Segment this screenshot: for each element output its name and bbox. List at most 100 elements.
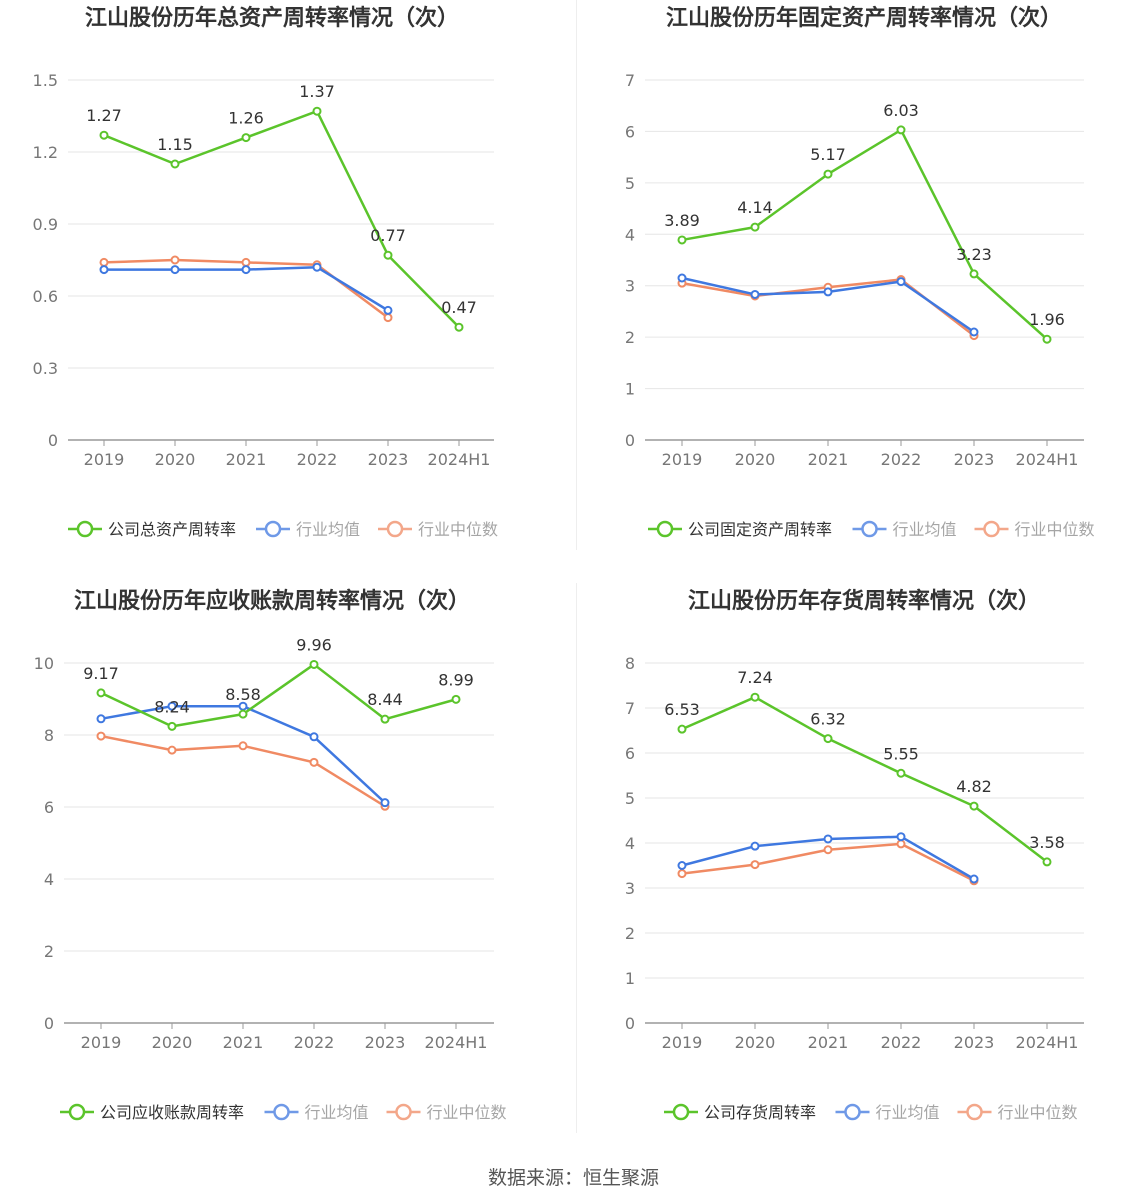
data-point-0 bbox=[1042, 857, 1052, 867]
x-tick-label: 2022 bbox=[881, 450, 922, 469]
data-point-2 bbox=[677, 869, 687, 879]
data-point-1 bbox=[823, 834, 833, 844]
data-point-2 bbox=[383, 313, 393, 323]
data-point-0 bbox=[383, 250, 393, 260]
y-tick-label: 0.6 bbox=[33, 287, 58, 306]
x-tick-label: 2023 bbox=[368, 450, 409, 469]
data-point-0 bbox=[170, 159, 180, 169]
legend-label: 公司总资产周转率 bbox=[108, 520, 236, 539]
y-tick-label: 8 bbox=[44, 726, 54, 745]
data-point-0 bbox=[309, 659, 319, 669]
y-tick-label: 1 bbox=[625, 380, 635, 399]
x-tick-label: 2020 bbox=[735, 1033, 776, 1052]
legend-marker bbox=[68, 1103, 86, 1121]
data-point-0 bbox=[969, 801, 979, 811]
legend-label: 行业中位数 bbox=[427, 1103, 507, 1122]
chart-inventory-turnover: 江山股份历年存货周转率情况（次） 0 1 2 3 4 5 6 7 8 2019 2020 2021 202… bbox=[578, 583, 1147, 1166]
legend-label: 行业中位数 bbox=[418, 520, 498, 539]
legend-marker bbox=[861, 520, 878, 538]
chart-title: 江山股份历年应收账款周转率情况（次） bbox=[74, 588, 470, 614]
data-point-1 bbox=[170, 265, 180, 275]
chart-1-svg: 江山股份历年固定资产周转率情况（次） 0 1 2 3 4 5 6 7 2019 2020 2021 20… bbox=[625, 5, 1095, 539]
data-point-0 bbox=[750, 222, 760, 232]
y-tick-label: 4 bbox=[44, 870, 54, 889]
legend-label: 行业均值 bbox=[305, 1103, 369, 1122]
y-tick-label: 1 bbox=[625, 969, 635, 988]
data-label: 9.96 bbox=[296, 635, 332, 654]
legend-marker bbox=[273, 1103, 290, 1121]
y-tick-label: 2 bbox=[625, 328, 635, 347]
x-tick-label: 2019 bbox=[84, 450, 125, 469]
data-point-1 bbox=[99, 265, 109, 275]
data-label: 9.17 bbox=[83, 664, 119, 683]
data-label: 1.26 bbox=[228, 109, 264, 128]
data-label: 5.17 bbox=[810, 145, 846, 164]
y-tick-label: 1.5 bbox=[33, 71, 58, 90]
y-tick-label: 4 bbox=[625, 834, 635, 853]
data-point-1 bbox=[241, 265, 251, 275]
legend-marker bbox=[672, 1103, 690, 1121]
data-label: 3.23 bbox=[956, 245, 992, 264]
data-point-1 bbox=[96, 714, 106, 724]
data-point-0 bbox=[380, 714, 390, 724]
chart-total-asset-turnover: 江山股份历年总资产周转率情况（次） 0 0.3 0.6 0.9 1.2 1.5 2019 202… bbox=[0, 0, 573, 583]
x-tick-label: 2020 bbox=[735, 450, 776, 469]
y-tick-label: 6 bbox=[44, 798, 54, 817]
data-label: 3.89 bbox=[664, 211, 700, 230]
legend-marker bbox=[264, 520, 282, 538]
data-point-0 bbox=[1042, 334, 1052, 344]
data-point-0 bbox=[167, 721, 177, 731]
legend-marker bbox=[966, 1103, 983, 1121]
data-label: 8.24 bbox=[154, 697, 190, 716]
data-point-1 bbox=[167, 701, 177, 711]
data-label: 7.24 bbox=[737, 668, 773, 687]
y-tick-label: 0.9 bbox=[33, 215, 58, 234]
series-line-0 bbox=[681, 695, 1048, 863]
legend-marker bbox=[395, 1103, 412, 1121]
data-label: 8.44 bbox=[367, 690, 403, 709]
data-label: 8.99 bbox=[438, 670, 474, 689]
data-point-1 bbox=[380, 798, 390, 808]
legend-item-1: 行业均值 bbox=[256, 520, 360, 539]
data-point-0 bbox=[823, 734, 833, 744]
data-point-0 bbox=[99, 130, 109, 140]
chart-receivables-turnover: 江山股份历年应收账款周转率情况（次） 0 2 4 6 8 10 2019 2020 2021 202… bbox=[0, 583, 573, 1166]
legend-item-0: 公司总资产周转率 bbox=[68, 520, 236, 539]
x-tick-label: 2024H1 bbox=[428, 450, 491, 469]
chart-2-svg: 江山股份历年应收账款周转率情况（次） 0 2 4 6 8 10 2019 2020 2021 202… bbox=[34, 588, 507, 1122]
chart-title: 江山股份历年总资产周转率情况（次） bbox=[85, 5, 459, 31]
legend-marker bbox=[76, 520, 94, 538]
x-tick-label: 2024H1 bbox=[1016, 1033, 1079, 1052]
data-point-0 bbox=[750, 692, 760, 702]
data-point-0 bbox=[969, 269, 979, 279]
x-tick-label: 2023 bbox=[365, 1033, 406, 1052]
data-point-1 bbox=[896, 277, 906, 287]
data-label: 6.32 bbox=[810, 710, 846, 729]
data-point-1 bbox=[309, 732, 319, 742]
data-point-1 bbox=[969, 327, 979, 337]
legend-item-0: 公司固定资产周转率 bbox=[648, 520, 832, 539]
y-tick-label: 4 bbox=[625, 225, 635, 244]
x-tick-label: 2021 bbox=[226, 450, 267, 469]
legend-item-2: 行业中位数 bbox=[378, 520, 498, 539]
data-point-1 bbox=[750, 289, 760, 299]
data-label: 1.96 bbox=[1029, 310, 1065, 329]
legend-item-2: 行业中位数 bbox=[386, 1103, 507, 1122]
x-tick-label: 2019 bbox=[662, 1033, 703, 1052]
data-point-1 bbox=[750, 841, 760, 851]
legend-marker bbox=[656, 520, 674, 538]
y-tick-label: 5 bbox=[625, 174, 635, 193]
data-label: 4.82 bbox=[956, 777, 992, 796]
series-line-0 bbox=[100, 663, 457, 728]
data-point-0 bbox=[96, 688, 106, 698]
y-tick-label: 6 bbox=[625, 122, 635, 141]
data-point-2 bbox=[167, 745, 177, 755]
data-point-2 bbox=[896, 839, 906, 849]
x-tick-label: 2022 bbox=[294, 1033, 335, 1052]
legend-item-0: 公司存货周转率 bbox=[664, 1103, 816, 1122]
y-tick-label: 3 bbox=[625, 277, 635, 296]
legend-label: 行业中位数 bbox=[1015, 520, 1095, 539]
legend-label: 行业均值 bbox=[893, 520, 957, 539]
data-label: 0.77 bbox=[370, 226, 406, 245]
chart-fixed-asset-turnover: 江山股份历年固定资产周转率情况（次） 0 1 2 3 4 5 6 7 2019 2020 2021 20… bbox=[578, 0, 1147, 583]
